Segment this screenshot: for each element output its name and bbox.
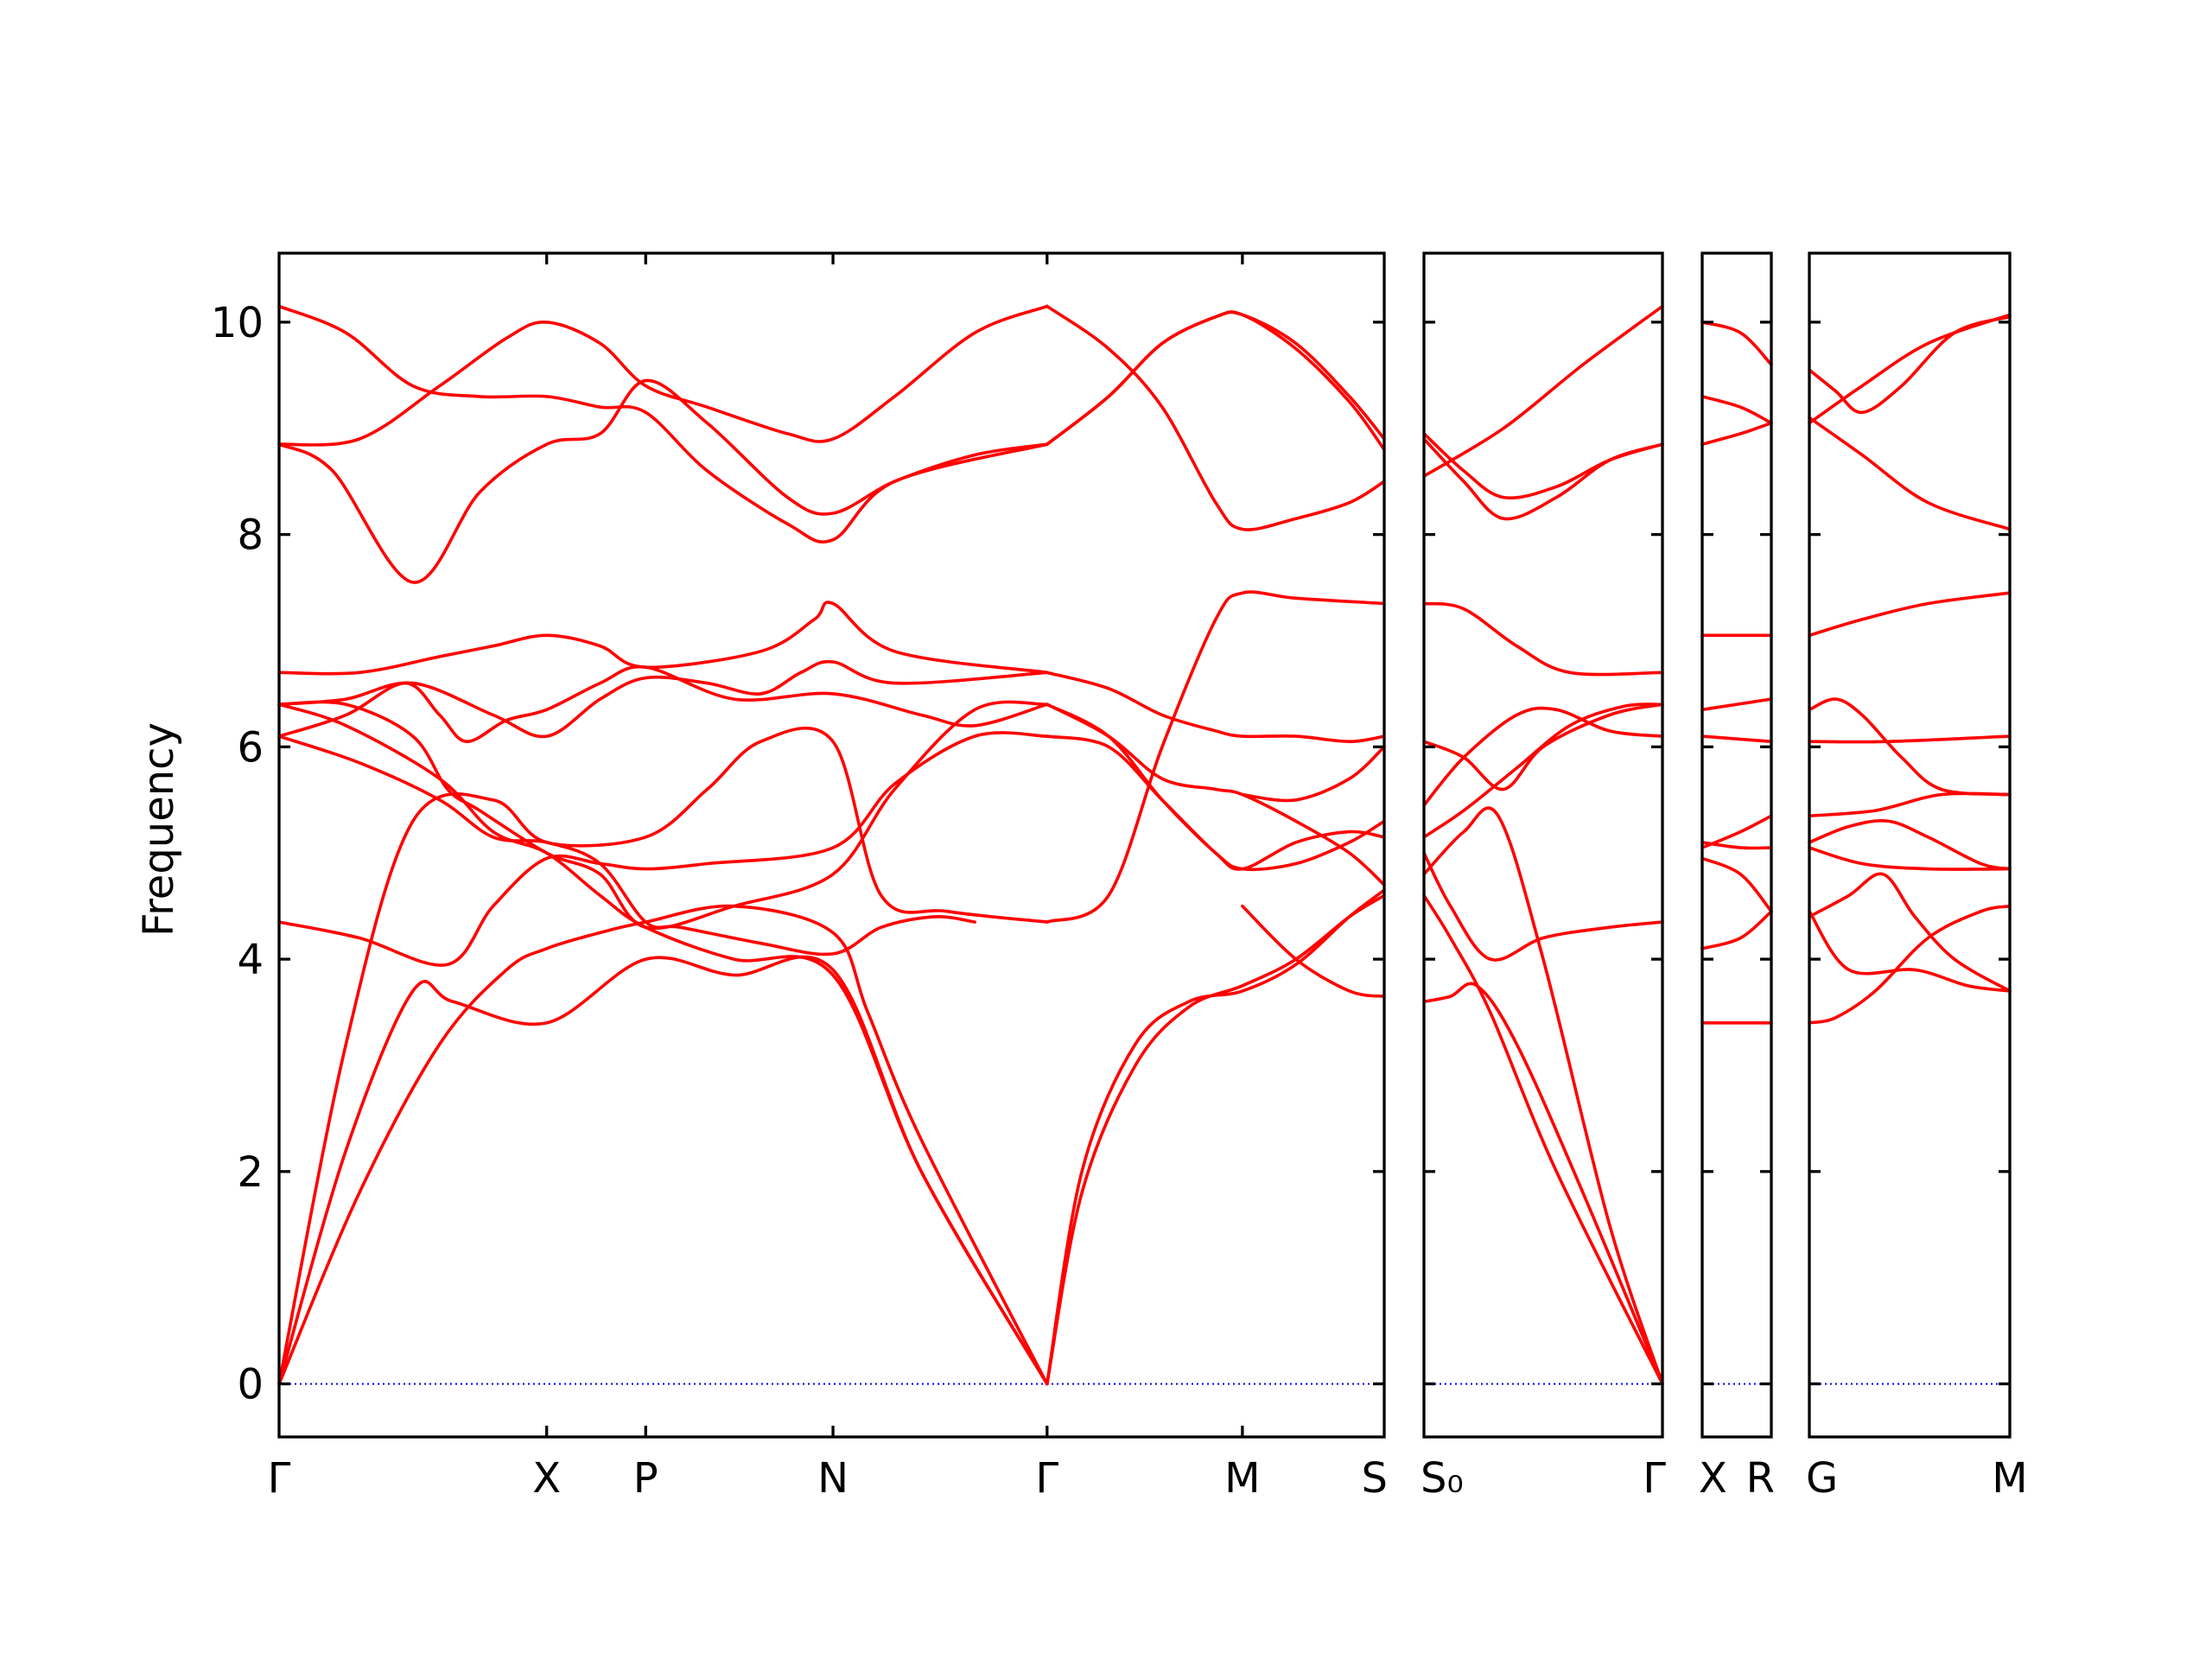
x-label-p4-1: M bbox=[1992, 1454, 2027, 1503]
band-p2-10 bbox=[1422, 437, 1664, 521]
x-label-p1-3: N bbox=[817, 1454, 849, 1503]
ytick-label-0: 0 bbox=[237, 1361, 264, 1409]
y-axis-ticks: 0 2 4 6 8 10 bbox=[211, 253, 2010, 1437]
band-p4-5 bbox=[1808, 791, 2012, 818]
x-axis-labels: Γ X P N Γ M S S₀ Γ X R G M bbox=[268, 1454, 2028, 1503]
band-p4-2 bbox=[1808, 872, 2012, 993]
ytick-label-2: 2 bbox=[237, 1148, 264, 1197]
ytick-label-6: 6 bbox=[237, 723, 264, 772]
band-p1-18 bbox=[1046, 702, 1386, 887]
band-p3-4 bbox=[1700, 841, 1773, 850]
band-curves bbox=[277, 304, 2012, 1386]
band-p3-5 bbox=[1700, 734, 1773, 744]
x-label-p1-6: S bbox=[1362, 1454, 1388, 1503]
band-p1-14 bbox=[1046, 893, 1386, 1386]
y-axis-title: Frequency bbox=[135, 722, 183, 937]
band-p1-21 bbox=[1046, 310, 1386, 446]
band-p1-16 bbox=[1046, 734, 1386, 872]
band-p3-6 bbox=[1700, 697, 1773, 712]
band-p4-6 bbox=[1808, 697, 2012, 797]
band-p1-19 bbox=[1046, 671, 1386, 743]
x-label-p2-0: S₀ bbox=[1421, 1454, 1464, 1503]
band-p2-7 bbox=[1422, 601, 1664, 677]
band-p3-9 bbox=[1700, 395, 1773, 425]
band-p1-15 bbox=[1046, 590, 1386, 924]
band-p1-12 bbox=[277, 378, 1049, 584]
panel-frame-p4 bbox=[1808, 251, 2012, 1439]
band-p1-8 bbox=[277, 659, 1049, 739]
band-p1-0 bbox=[277, 955, 1049, 1386]
ytick-label-10: 10 bbox=[211, 299, 264, 347]
band-p4-3 bbox=[1808, 846, 2012, 871]
band-p1-22 bbox=[1046, 310, 1386, 452]
x-label-p1-0: Γ bbox=[268, 1454, 291, 1503]
band-p1-2 bbox=[277, 726, 1049, 1386]
band-p4-4 bbox=[1808, 819, 2012, 871]
band-p1-3 bbox=[277, 731, 1049, 967]
panel-frame-p1 bbox=[277, 251, 1386, 1439]
band-p3-10 bbox=[1700, 321, 1773, 366]
panel-frame-p3 bbox=[1700, 251, 1773, 1439]
ytick-label-8: 8 bbox=[237, 512, 264, 560]
band-p2-2 bbox=[1422, 806, 1664, 1386]
panel-frame-p2 bbox=[1422, 251, 1664, 1439]
band-p1-23 bbox=[1241, 904, 1386, 998]
band-p2-3 bbox=[1422, 851, 1664, 962]
band-p1-11 bbox=[277, 304, 1049, 447]
band-p4-9 bbox=[1808, 416, 2012, 531]
band-p4-10 bbox=[1808, 313, 2012, 425]
band-p2-1 bbox=[1422, 893, 1664, 1386]
band-p1-9 bbox=[277, 601, 1049, 676]
band-p2-9 bbox=[1422, 432, 1664, 500]
x-label-p1-2: P bbox=[633, 1454, 658, 1503]
band-p2-0 bbox=[1422, 982, 1664, 1386]
x-label-p2-1: Γ bbox=[1643, 1454, 1666, 1503]
band-p1-10 bbox=[277, 304, 1049, 544]
band-p1-1 bbox=[277, 904, 1049, 1386]
ytick-label-4: 4 bbox=[237, 936, 264, 984]
band-p3-2 bbox=[1700, 856, 1773, 913]
band-p1-6 bbox=[277, 700, 1049, 931]
band-p4-7 bbox=[1808, 734, 2012, 744]
band-p2-5 bbox=[1422, 702, 1664, 839]
x-label-p1-1: X bbox=[532, 1454, 561, 1503]
x-label-p1-4: Γ bbox=[1035, 1454, 1058, 1503]
x-label-p1-5: M bbox=[1224, 1454, 1260, 1503]
x-label-p3-1: R bbox=[1746, 1454, 1775, 1503]
band-p1-13 bbox=[1046, 888, 1386, 1386]
band-p4-8 bbox=[1808, 591, 2012, 638]
band-p1-24 bbox=[1241, 745, 1386, 803]
x-label-p3-0: X bbox=[1699, 1454, 1727, 1503]
band-p4-1 bbox=[1808, 909, 2012, 993]
band-p3-1 bbox=[1700, 910, 1773, 950]
band-p1-4 bbox=[277, 734, 976, 957]
band-p1-20 bbox=[1046, 304, 1386, 531]
band-p2-8 bbox=[1422, 304, 1664, 478]
x-label-p4-0: G bbox=[1806, 1454, 1838, 1503]
band-p3-8 bbox=[1700, 421, 1773, 446]
band-p4-11 bbox=[1808, 315, 2012, 415]
band-p1-5 bbox=[277, 702, 1049, 1386]
band-p4-0 bbox=[1808, 904, 2012, 1025]
band-p2-6 bbox=[1422, 706, 1664, 807]
